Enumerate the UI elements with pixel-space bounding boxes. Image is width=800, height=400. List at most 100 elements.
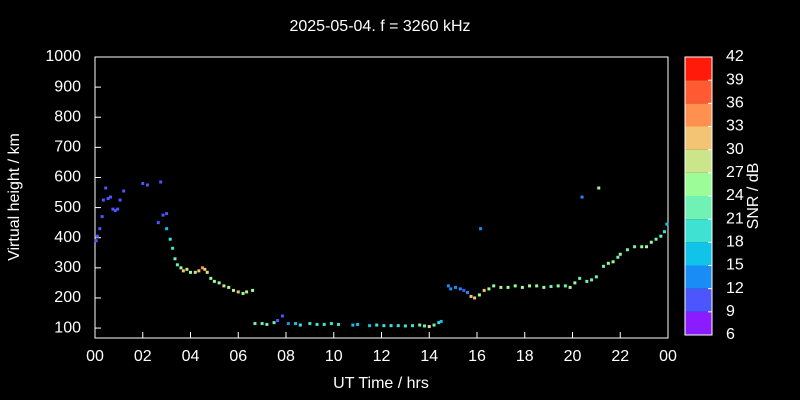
y-tick-label: 900 — [54, 78, 81, 95]
point — [351, 323, 355, 327]
point — [477, 293, 481, 297]
colorbar-tick-label: 27 — [726, 164, 744, 181]
colorbar-tick-label: 33 — [726, 118, 744, 135]
point — [469, 294, 473, 298]
y-tick-label: 700 — [54, 139, 81, 156]
point — [251, 288, 255, 292]
point — [260, 322, 264, 326]
point — [212, 279, 216, 283]
y-axis-label: Virtual height / km — [6, 133, 23, 261]
point — [200, 266, 204, 270]
point — [98, 227, 102, 231]
point — [337, 322, 341, 326]
point — [499, 285, 503, 289]
point — [449, 287, 453, 291]
x-tick-label: 18 — [516, 348, 534, 365]
colorbar-band — [685, 219, 712, 243]
point — [227, 285, 231, 289]
point — [437, 321, 441, 325]
point — [580, 195, 584, 199]
colorbar-band — [685, 288, 712, 312]
point — [159, 180, 163, 184]
point — [616, 255, 620, 259]
point — [645, 245, 649, 249]
point — [161, 213, 165, 217]
point — [382, 324, 386, 328]
colorbar-band — [685, 265, 712, 289]
x-tick-label: 00 — [659, 348, 677, 365]
point — [294, 322, 298, 326]
point — [181, 269, 185, 273]
point — [173, 257, 177, 261]
point — [506, 285, 510, 289]
x-tick-label: 12 — [373, 348, 391, 365]
point — [462, 288, 466, 292]
x-tick-label: 06 — [229, 348, 247, 365]
point — [209, 276, 213, 280]
point — [542, 285, 546, 289]
point — [308, 322, 312, 326]
x-tick-label: 16 — [468, 348, 486, 365]
colorbar-band — [685, 242, 712, 266]
point — [286, 322, 290, 326]
colorbar-band — [685, 311, 712, 335]
colorbar-band — [685, 126, 712, 150]
point — [146, 183, 150, 187]
colorbar-tick-label: 36 — [726, 95, 744, 112]
x-tick-label: 14 — [420, 348, 438, 365]
point — [165, 227, 169, 231]
point — [389, 324, 393, 328]
point — [611, 260, 615, 264]
point — [396, 324, 400, 328]
point — [659, 234, 663, 238]
point — [217, 281, 221, 285]
y-tick-label: 200 — [54, 289, 81, 306]
point — [432, 323, 436, 327]
point — [322, 322, 326, 326]
point — [111, 207, 115, 211]
point — [109, 195, 113, 199]
y-tick-label: 300 — [54, 259, 81, 276]
colorbar-tick-label: 42 — [726, 48, 744, 65]
colorbar-band — [685, 103, 712, 127]
chart-title: 2025-05-04. f = 3260 kHz — [289, 18, 470, 35]
colorbar-tick-label: 30 — [726, 141, 744, 158]
point — [205, 270, 209, 274]
colorbar-band — [685, 57, 712, 81]
colorbar-tick-label: 15 — [726, 257, 744, 274]
point — [113, 209, 117, 213]
point — [231, 288, 235, 292]
point — [171, 246, 175, 250]
colorbar-tick-label: 24 — [726, 187, 744, 204]
point — [479, 227, 483, 231]
point — [492, 284, 496, 288]
point — [640, 245, 644, 249]
point — [165, 212, 169, 216]
point — [185, 267, 189, 271]
point — [487, 287, 491, 291]
point — [197, 269, 201, 273]
point — [458, 287, 462, 291]
point — [356, 322, 360, 326]
point — [606, 261, 610, 265]
point — [662, 230, 666, 234]
point — [446, 284, 450, 288]
point — [241, 291, 245, 295]
y-tick-label: 800 — [54, 108, 81, 125]
colorbar-band — [685, 196, 712, 220]
x-tick-label: 08 — [277, 348, 295, 365]
point — [578, 276, 582, 280]
point — [454, 285, 458, 289]
x-tick-label: 00 — [86, 348, 104, 365]
point — [585, 279, 589, 283]
point — [179, 266, 183, 270]
point — [594, 275, 598, 279]
x-tick-label: 22 — [611, 348, 629, 365]
y-tick-label: 1000 — [45, 48, 81, 65]
point — [422, 324, 426, 328]
colorbar-tick-label: 21 — [726, 210, 744, 227]
colorbar-tick-label: 9 — [726, 303, 735, 320]
point — [535, 284, 539, 288]
colorbar-band — [685, 172, 712, 196]
point — [528, 284, 532, 288]
